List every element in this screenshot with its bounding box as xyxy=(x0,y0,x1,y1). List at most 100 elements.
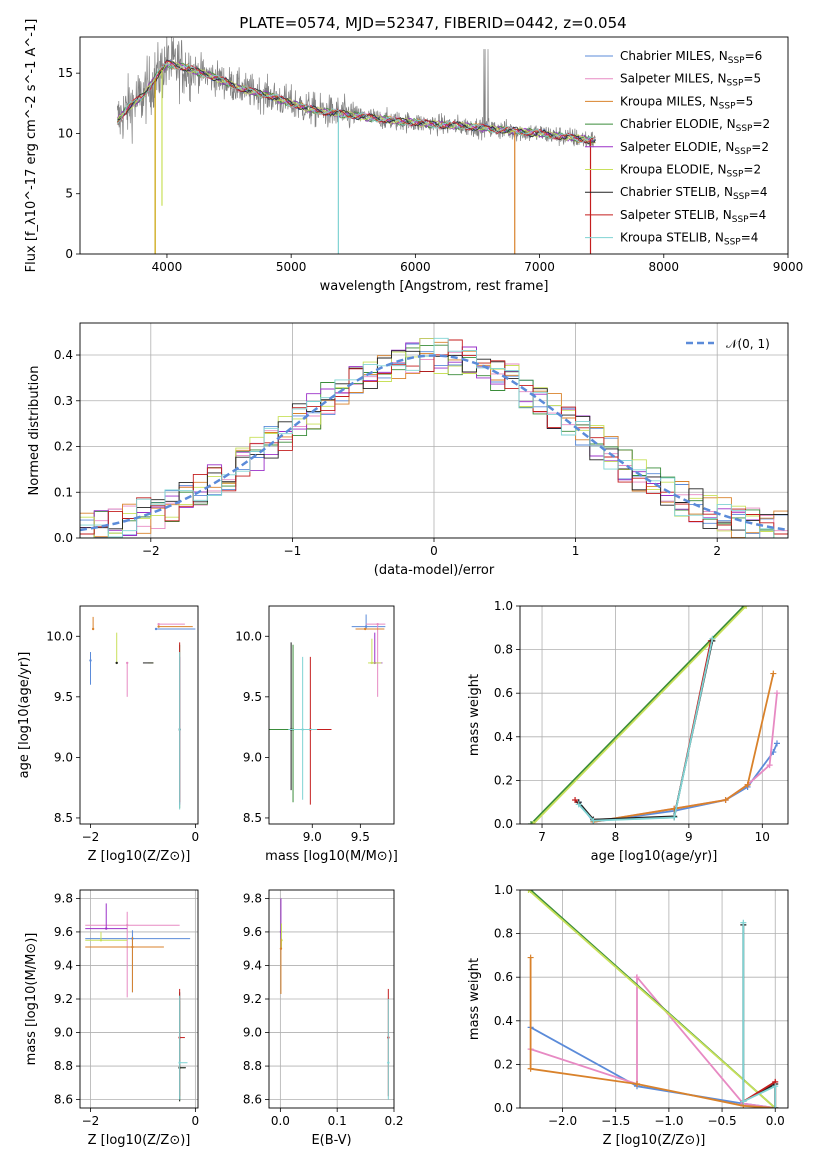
weight-marker xyxy=(709,635,716,642)
chart-residuals: −2 −1 0 1 2 0.0 0.1 0.2 0.3 0.4 (data-model)/error… xyxy=(27,322,789,578)
y-tick-label: 0.3 xyxy=(54,394,73,408)
data-point xyxy=(154,627,158,631)
weight-line xyxy=(578,638,714,822)
x-axis-label: E(B-V) xyxy=(311,1133,351,1148)
weight-marker xyxy=(525,890,532,893)
y-tick-label: 1.0 xyxy=(494,599,513,613)
x-tick-label: 9 xyxy=(685,830,693,844)
weight-line xyxy=(527,890,776,1108)
weight-marker xyxy=(633,1081,640,1088)
legend-label: Kroupa STELIB, NSSP=4 xyxy=(620,231,758,248)
y-axis-label: mass weight xyxy=(467,958,482,1040)
x-tick-label: −2 xyxy=(142,544,160,558)
x-tick-label: −0.5 xyxy=(707,1114,736,1128)
legend-label: 𝒩(0, 1) xyxy=(726,337,770,351)
y-tick-label: 9.8 xyxy=(243,891,262,905)
model-line-salpeter-stelib xyxy=(116,60,596,144)
weight-marker xyxy=(773,740,780,747)
plot-area xyxy=(520,890,788,1108)
legend-subscript: SSP xyxy=(736,124,753,134)
weight-marker xyxy=(572,797,579,804)
data-point xyxy=(363,627,367,631)
chart-age_vs_mass: 9.0 9.5 8.5 9.0 9.5 10.0 mass [log10(M/M⊙)] xyxy=(235,605,398,864)
data-point xyxy=(89,659,92,662)
legend-count: =5 xyxy=(743,72,761,86)
x-tick-label: 0.0 xyxy=(271,1114,290,1128)
weight-marker xyxy=(772,1083,779,1090)
axes-frame xyxy=(519,605,789,825)
data-point xyxy=(99,939,103,942)
y-tick-label: 0.1 xyxy=(54,485,73,499)
legend-label: Chabrier STELIB, NSSP=4 xyxy=(620,185,768,202)
legend-subscript: SSP xyxy=(727,79,744,89)
data-point xyxy=(157,622,160,626)
legend-subscript: SSP xyxy=(719,101,736,111)
legend-label: Salpeter STELIB, NSSP=4 xyxy=(620,208,766,225)
y-tick-label: 0.0 xyxy=(54,531,73,545)
legend-count: =4 xyxy=(741,231,759,245)
x-tick-label: 0.1 xyxy=(328,1114,347,1128)
y-tick-label: 9.6 xyxy=(54,925,73,939)
y-tick-label: 9.5 xyxy=(243,690,262,704)
y-tick-label: 8.5 xyxy=(243,811,262,825)
y-axis-label: Normed distribution xyxy=(27,366,42,496)
legend-count: =4 xyxy=(749,208,767,222)
chart-mass_vs_ebv: 0.0 0.1 0.2 8.6 8.8 9.0 9.2 9.4 9.6 9.8 E(B-V) xyxy=(243,889,404,1148)
y-tick-label: 5 xyxy=(65,187,73,201)
weight-line xyxy=(530,606,745,824)
x-tick-label: 4000 xyxy=(152,260,183,274)
y-tick-label: 0.2 xyxy=(494,773,513,787)
x-axis-label: wavelength [Angstrom, rest frame] xyxy=(320,279,549,294)
weight-marker xyxy=(740,1098,747,1105)
plot-area xyxy=(520,606,788,824)
y-tick-label: 9.4 xyxy=(54,958,73,972)
legend-count: =2 xyxy=(743,163,761,177)
axes-frame xyxy=(79,605,199,825)
plot-area xyxy=(80,323,788,538)
data-point xyxy=(126,661,129,665)
y-tick-label: 8.5 xyxy=(54,811,73,825)
y-axis-label: mass weight xyxy=(467,674,482,756)
weight-marker xyxy=(766,762,773,769)
data-point xyxy=(387,1061,390,1064)
weight-marker xyxy=(770,670,777,677)
x-tick-label: 9.5 xyxy=(351,830,370,844)
y-tick-label: 8.6 xyxy=(243,1093,262,1107)
chart-age_vs_Z: −2 0 8.5 9.0 9.5 10.0 Z [log10(Z/Z⊙)] age [log1… xyxy=(17,605,199,864)
y-tick-label: 0.8 xyxy=(494,927,513,941)
weight-marker xyxy=(671,814,678,821)
chart-mass_vs_Z: −2 0 8.6 8.8 9.0 9.2 9.4 9.6 9.8 Z [log10(Z/Z⊙)] m… xyxy=(24,889,200,1148)
x-tick-label: −1.0 xyxy=(654,1114,683,1128)
y-tick-label: 10.0 xyxy=(46,629,73,643)
data-point xyxy=(178,728,181,731)
x-tick-label: −2.0 xyxy=(548,1114,577,1128)
x-tick-label: 0 xyxy=(192,1114,200,1128)
x-axis-label: (data-model)/error xyxy=(374,563,495,578)
x-axis-label: age [log10(age/yr)] xyxy=(591,849,718,864)
legend-count: =5 xyxy=(736,94,754,108)
model-line-kroupa-stelib xyxy=(116,62,596,143)
plot-area xyxy=(80,890,198,1108)
weight-line xyxy=(593,693,778,823)
x-tick-label: 0.2 xyxy=(384,1114,403,1128)
data-point xyxy=(105,927,108,930)
weight-marker xyxy=(528,821,535,824)
weight-marker xyxy=(772,1105,779,1108)
y-tick-label: 8.8 xyxy=(243,1059,262,1073)
model-line-chabrier-elodie xyxy=(116,62,596,143)
y-tick-label: 9.6 xyxy=(243,925,262,939)
axes-frame xyxy=(79,36,789,255)
chart-spectrum: 4000 5000 6000 7000 8000 9000 0 5 10 15 wavelength… xyxy=(24,19,803,294)
y-tick-label: 1.0 xyxy=(494,883,513,897)
y-tick-label: 9.5 xyxy=(54,690,73,704)
x-tick-label: −2 xyxy=(82,830,100,844)
axes-frame xyxy=(268,605,395,825)
data-point xyxy=(364,625,368,628)
axes-frame xyxy=(519,889,789,1109)
legend-label: Kroupa ELODIE, NSSP=2 xyxy=(620,163,761,180)
y-axis-label: age [log10(age/yr)] xyxy=(17,652,32,779)
y-tick-label: 10.0 xyxy=(235,629,262,643)
y-tick-label: 0.8 xyxy=(494,643,513,657)
x-tick-label: −1.5 xyxy=(601,1114,630,1128)
y-tick-label: 9.0 xyxy=(243,750,262,764)
